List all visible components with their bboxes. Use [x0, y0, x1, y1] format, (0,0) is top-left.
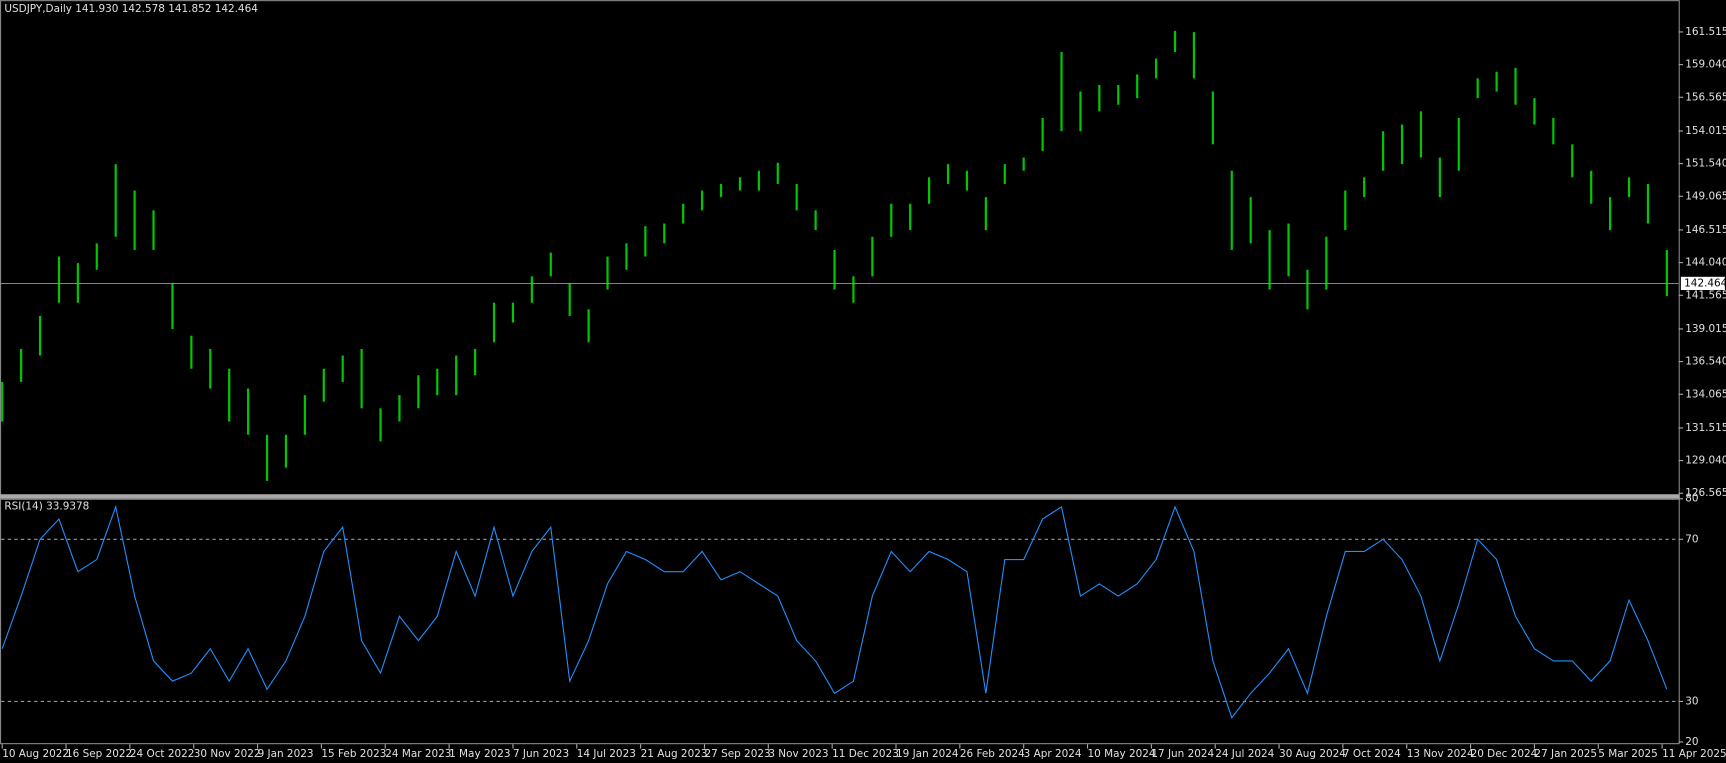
- y-tick-label: 134.065: [1685, 388, 1726, 400]
- rsi-line: [1, 504, 1668, 719]
- x-tick-label: 1 May 2023: [449, 748, 510, 760]
- last-price-label: 142.464: [1684, 277, 1726, 289]
- indicator-title: RSI(14) 33.9378: [4, 500, 89, 512]
- x-tick-label: 16 Sep 2022: [66, 748, 132, 760]
- x-tick-label: 19 Jan 2024: [896, 748, 959, 760]
- y-tick-label: 131.515: [1685, 422, 1726, 434]
- y-tick-label: 141.565: [1685, 289, 1726, 301]
- y-tick-label: 70: [1685, 533, 1698, 545]
- x-tick-label: 26 Feb 2024: [960, 748, 1025, 760]
- x-tick-label: 24 Jul 2024: [1215, 748, 1274, 760]
- x-tick-label: 21 Aug 2023: [641, 748, 708, 760]
- x-tick-label: 27 Jan 2025: [1534, 748, 1597, 760]
- last-price-box: [1680, 276, 1725, 291]
- x-tick-label: 3 Nov 2023: [768, 748, 828, 760]
- x-tick-label: 10 May 2024: [1088, 748, 1156, 760]
- y-tick-label: 161.515: [1685, 26, 1726, 38]
- x-tick-label: 7 Oct 2024: [1343, 748, 1401, 760]
- y-tick-label: 154.015: [1685, 125, 1726, 137]
- x-tick-label: 27 Sep 2023: [704, 748, 770, 760]
- chart-title: USDJPY,Daily 141.930 142.578 141.852 142…: [4, 3, 258, 15]
- y-tick-label: 159.040: [1685, 59, 1726, 71]
- x-tick-label: 11 Apr 2025: [1662, 748, 1726, 760]
- y-tick-label: 151.540: [1685, 158, 1726, 170]
- x-tick-label: 11 Dec 2023: [832, 748, 899, 760]
- y-tick-label: 146.515: [1685, 224, 1726, 236]
- x-tick-label: 9 Jan 2023: [258, 748, 314, 760]
- x-tick-label: 3 Apr 2024: [1024, 748, 1082, 760]
- x-tick-label: 10 Aug 2022: [2, 748, 69, 760]
- x-tick-label: 30 Nov 2022: [194, 748, 261, 760]
- x-tick-label: 15 Feb 2023: [321, 748, 386, 760]
- rsi-panel-frame: [0, 498, 1680, 745]
- y-tick-label: 20: [1685, 736, 1698, 748]
- y-tick-label: 30: [1685, 695, 1698, 707]
- y-tick-label: 136.540: [1685, 356, 1726, 368]
- x-tick-label: 20 Dec 2024: [1471, 748, 1538, 760]
- panel-separator: [0, 494, 1680, 499]
- x-tick-label: 17 Jun 2024: [1151, 748, 1214, 760]
- x-tick-label: 13 Nov 2024: [1407, 748, 1474, 760]
- y-tick-label: 156.565: [1685, 91, 1726, 103]
- y-tick-label: 149.065: [1685, 190, 1726, 202]
- y-tick-label: 129.040: [1685, 455, 1726, 467]
- y-tick-label: 144.040: [1685, 257, 1726, 269]
- x-tick-label: 5 Mar 2025: [1598, 748, 1658, 760]
- x-tick-label: 14 Jul 2023: [577, 748, 636, 760]
- x-tick-label: 7 Jun 2023: [513, 748, 569, 760]
- y-tick-label: 139.015: [1685, 323, 1726, 335]
- x-tick-label: 24 Mar 2023: [385, 748, 451, 760]
- x-tick-label: 30 Aug 2024: [1279, 748, 1346, 760]
- y-tick-label: 126.565: [1685, 487, 1726, 499]
- y-tick-label: 80: [1685, 493, 1698, 505]
- x-tick-label: 24 Oct 2022: [130, 748, 195, 760]
